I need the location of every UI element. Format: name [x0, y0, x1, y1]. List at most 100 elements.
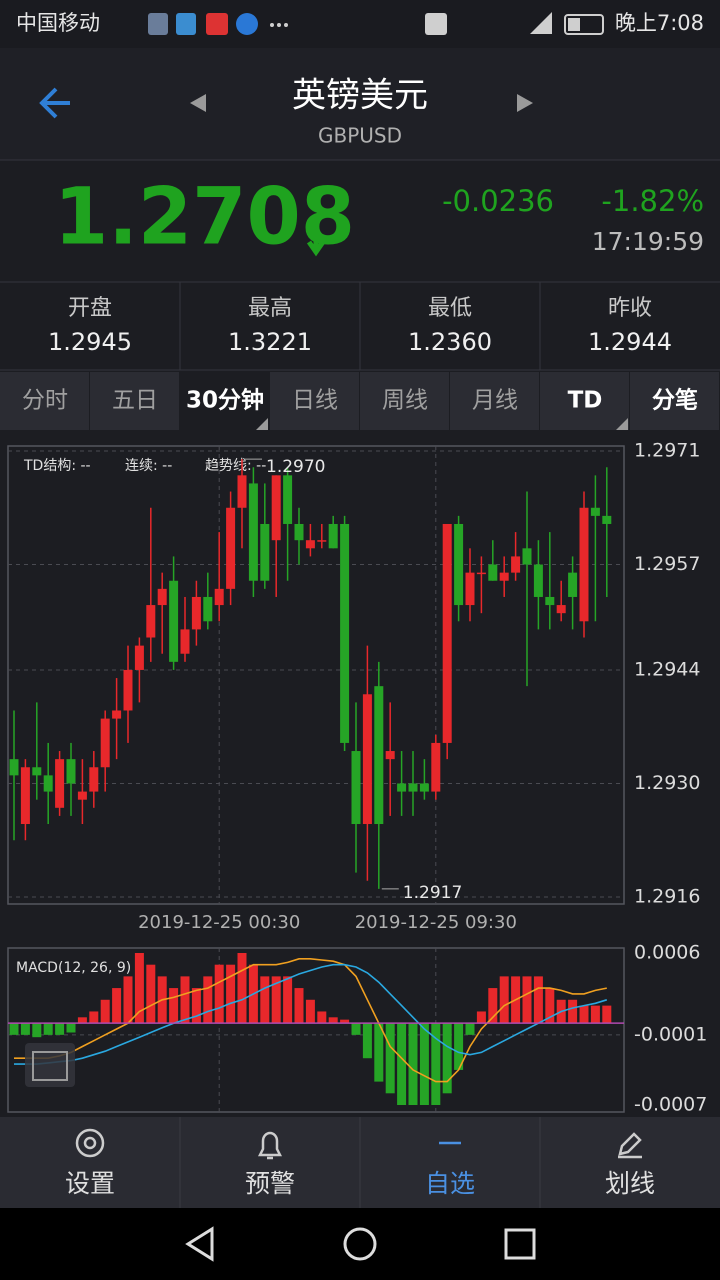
macd-line — [14, 958, 607, 1083]
nav-label[interactable]: 自选 — [425, 1169, 475, 1198]
tab-label[interactable]: 分笔 — [652, 387, 698, 414]
candle-body — [533, 564, 543, 597]
annotation: 1.2970 — [266, 457, 325, 477]
chart-title: MACD(12, 26, 9) — [16, 960, 131, 976]
candle-body — [465, 572, 475, 606]
macd-bar — [214, 964, 224, 1024]
macd-bar — [191, 988, 201, 1024]
tab-label[interactable]: 五日 — [112, 388, 158, 414]
candle-body — [488, 564, 498, 581]
candle-body — [590, 507, 600, 516]
tab[interactable] — [270, 372, 359, 430]
macd-bar — [351, 1023, 361, 1035]
nav-label[interactable]: 设置 — [65, 1169, 115, 1198]
tab-label[interactable]: 月线 — [472, 388, 518, 414]
candle-body — [134, 645, 144, 670]
macd-bar — [20, 1023, 30, 1035]
stat-value: 1.2360 — [408, 328, 492, 356]
y-tick-label: 1.2916 — [634, 886, 700, 908]
candle-body — [100, 718, 110, 768]
price-change-pct: -1.82% — [601, 184, 704, 218]
macd-bar — [55, 1023, 65, 1035]
status-icons — [148, 12, 604, 35]
system-back[interactable] — [185, 1226, 214, 1262]
candle-body — [397, 783, 407, 792]
tab[interactable] — [180, 372, 269, 430]
candle-body — [419, 783, 429, 792]
candle-body — [55, 759, 65, 808]
macd-bar — [305, 999, 315, 1024]
candle-body — [112, 710, 122, 719]
stat-label: 昨收 — [608, 296, 652, 321]
nav-icon[interactable] — [257, 1131, 283, 1160]
macd-bar — [77, 1017, 87, 1024]
tab-label[interactable]: 30分钟 — [186, 388, 264, 414]
header — [0, 48, 720, 160]
candle-body — [362, 694, 372, 825]
candle-body — [203, 596, 213, 622]
panel-toggle[interactable] — [25, 1043, 75, 1087]
candle-body — [294, 523, 304, 541]
macd-bar — [134, 953, 144, 1024]
candle-body — [328, 523, 338, 549]
system-home[interactable] — [343, 1227, 377, 1261]
tab-label[interactable]: 周线 — [382, 388, 428, 414]
tab[interactable] — [0, 372, 89, 430]
nav-icon[interactable] — [618, 1132, 642, 1159]
price-change: -0.0236 — [442, 184, 554, 218]
y-tick-label: 1.2944 — [634, 658, 700, 680]
candle-body — [66, 759, 76, 784]
td-label: 趋势线: -- — [205, 458, 266, 474]
candlestick-chart: 1.2971 1.2957 1.2944 1.2930 1.2916 2019-12-25… — [8, 440, 700, 933]
macd-bar — [9, 1023, 19, 1035]
tab[interactable] — [630, 372, 719, 430]
nav-icon[interactable] — [75, 1128, 105, 1158]
macd-bar — [283, 976, 293, 1024]
tab[interactable] — [90, 372, 179, 430]
system-nav — [0, 1208, 720, 1280]
macd-bar — [226, 964, 236, 1024]
candle-body — [374, 686, 384, 825]
macd-bar — [294, 988, 304, 1024]
stat-label: 开盘 — [68, 296, 112, 321]
candle-body — [20, 767, 30, 825]
candle-body — [89, 767, 99, 792]
stat-value: 1.2944 — [588, 328, 672, 356]
carrier: 中国移动 — [16, 11, 100, 35]
y-tick-label: 1.2957 — [634, 553, 700, 575]
macd-bar — [340, 1019, 350, 1024]
candle-body — [340, 523, 350, 743]
prev-button[interactable] — [190, 94, 206, 112]
annotation: 1.2917 — [403, 883, 462, 903]
tab[interactable] — [450, 372, 539, 430]
td-label: TD结构: -- — [23, 458, 91, 474]
candle-body — [237, 475, 247, 508]
tab[interactable] — [540, 372, 629, 430]
header-symbol: GBPUSD — [318, 124, 402, 148]
candle-body — [191, 596, 201, 630]
candle-body — [283, 475, 293, 524]
nav-label[interactable]: 预警 — [245, 1169, 295, 1198]
nav-label[interactable]: 划线 — [605, 1169, 655, 1198]
macd-bar — [465, 1023, 475, 1035]
macd-bar — [568, 999, 578, 1024]
tab[interactable] — [360, 372, 449, 430]
system-recent[interactable] — [504, 1228, 536, 1260]
tab-label[interactable]: 日线 — [292, 388, 338, 414]
next-button[interactable] — [517, 94, 533, 112]
stat-label: 最低 — [428, 296, 472, 321]
back-button[interactable] — [39, 87, 70, 119]
stat-value: 1.2945 — [48, 328, 132, 356]
macd-bar — [146, 964, 156, 1024]
candle-body — [77, 791, 87, 800]
candle-body — [180, 629, 190, 654]
candle-body — [123, 669, 133, 711]
tab-label[interactable]: TD — [568, 388, 603, 414]
candle-body — [9, 759, 19, 776]
macd-bar — [442, 1023, 452, 1094]
candle-body — [511, 556, 521, 573]
candle-body — [43, 775, 53, 792]
macd-bar — [385, 1023, 395, 1094]
tab-label[interactable]: 分时 — [22, 388, 68, 414]
